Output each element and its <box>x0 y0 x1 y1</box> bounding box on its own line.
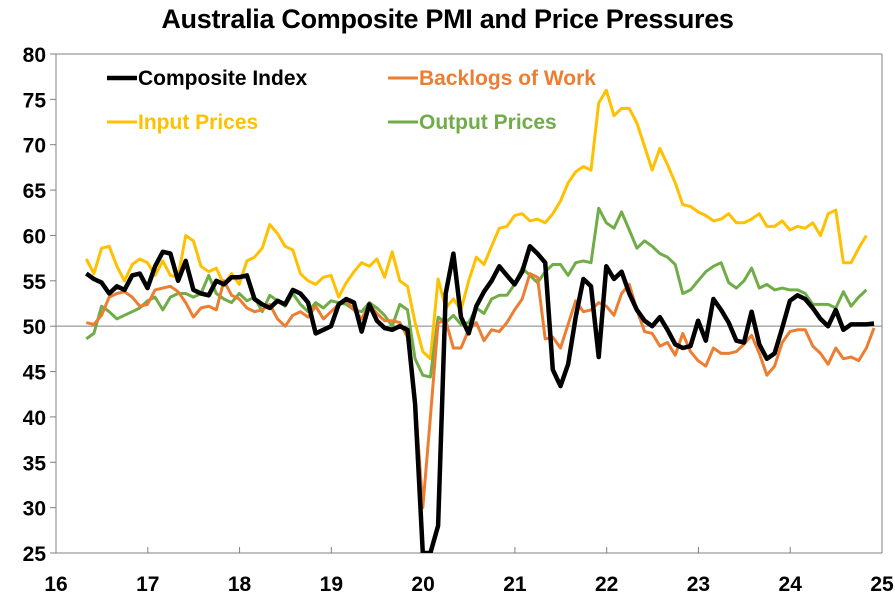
x-tick-label: 20 <box>411 573 434 596</box>
series-lines <box>84 88 876 553</box>
input-prices-line <box>84 88 868 361</box>
legend-label-composite-index: Composite Index <box>138 67 308 90</box>
x-axis-ticks: 16 17 18 19 20 21 22 23 24 25 <box>44 547 894 596</box>
y-tick-label: 75 <box>23 89 47 112</box>
y-tick-label: 65 <box>23 180 47 203</box>
y-tick-label: 80 <box>23 44 46 67</box>
y-tick-label: 40 <box>23 407 46 430</box>
x-tick-label: 19 <box>320 573 343 596</box>
x-tick-label: 25 <box>870 573 894 596</box>
y-tick-label: 25 <box>23 543 47 566</box>
x-tick-label: 17 <box>136 573 159 596</box>
y-tick-label: 55 <box>23 271 47 294</box>
x-tick-label: 24 <box>779 573 803 596</box>
y-axis-ticks: 25 30 35 40 45 50 55 60 65 70 75 80 <box>23 44 56 566</box>
backlogs-of-work-line <box>85 272 876 510</box>
composite-index-line <box>84 244 875 553</box>
y-tick-label: 70 <box>23 135 46 158</box>
y-tick-label: 45 <box>23 362 47 385</box>
legend-label-backlogs-of-work: Backlogs of Work <box>419 67 596 90</box>
y-tick-label: 50 <box>23 316 46 339</box>
legend-label-output-prices: Output Prices <box>419 111 557 134</box>
x-tick-label: 21 <box>503 573 527 596</box>
chart-title: Australia Composite PMI and Price Pressu… <box>161 4 734 34</box>
y-tick-label: 60 <box>23 225 46 248</box>
x-tick-label: 23 <box>687 573 710 596</box>
axes <box>55 53 883 554</box>
y-tick-label: 35 <box>23 452 47 475</box>
x-tick-label: 22 <box>595 573 618 596</box>
legend-label-input-prices: Input Prices <box>138 111 258 134</box>
legend: Composite Index Backlogs of Work Input Pri… <box>107 67 596 134</box>
x-tick-label: 18 <box>228 573 252 596</box>
y-tick-label: 30 <box>23 498 46 521</box>
x-tick-label: 16 <box>44 573 67 596</box>
